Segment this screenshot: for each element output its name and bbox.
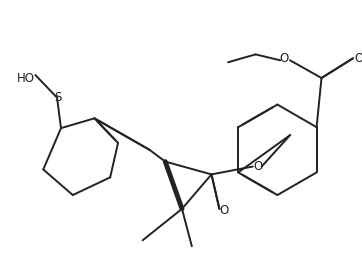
Text: O: O: [253, 160, 262, 173]
Text: O: O: [279, 52, 289, 65]
Text: O: O: [220, 204, 229, 217]
Text: O: O: [354, 52, 362, 65]
Text: HO: HO: [17, 73, 35, 86]
Text: S: S: [54, 91, 62, 104]
